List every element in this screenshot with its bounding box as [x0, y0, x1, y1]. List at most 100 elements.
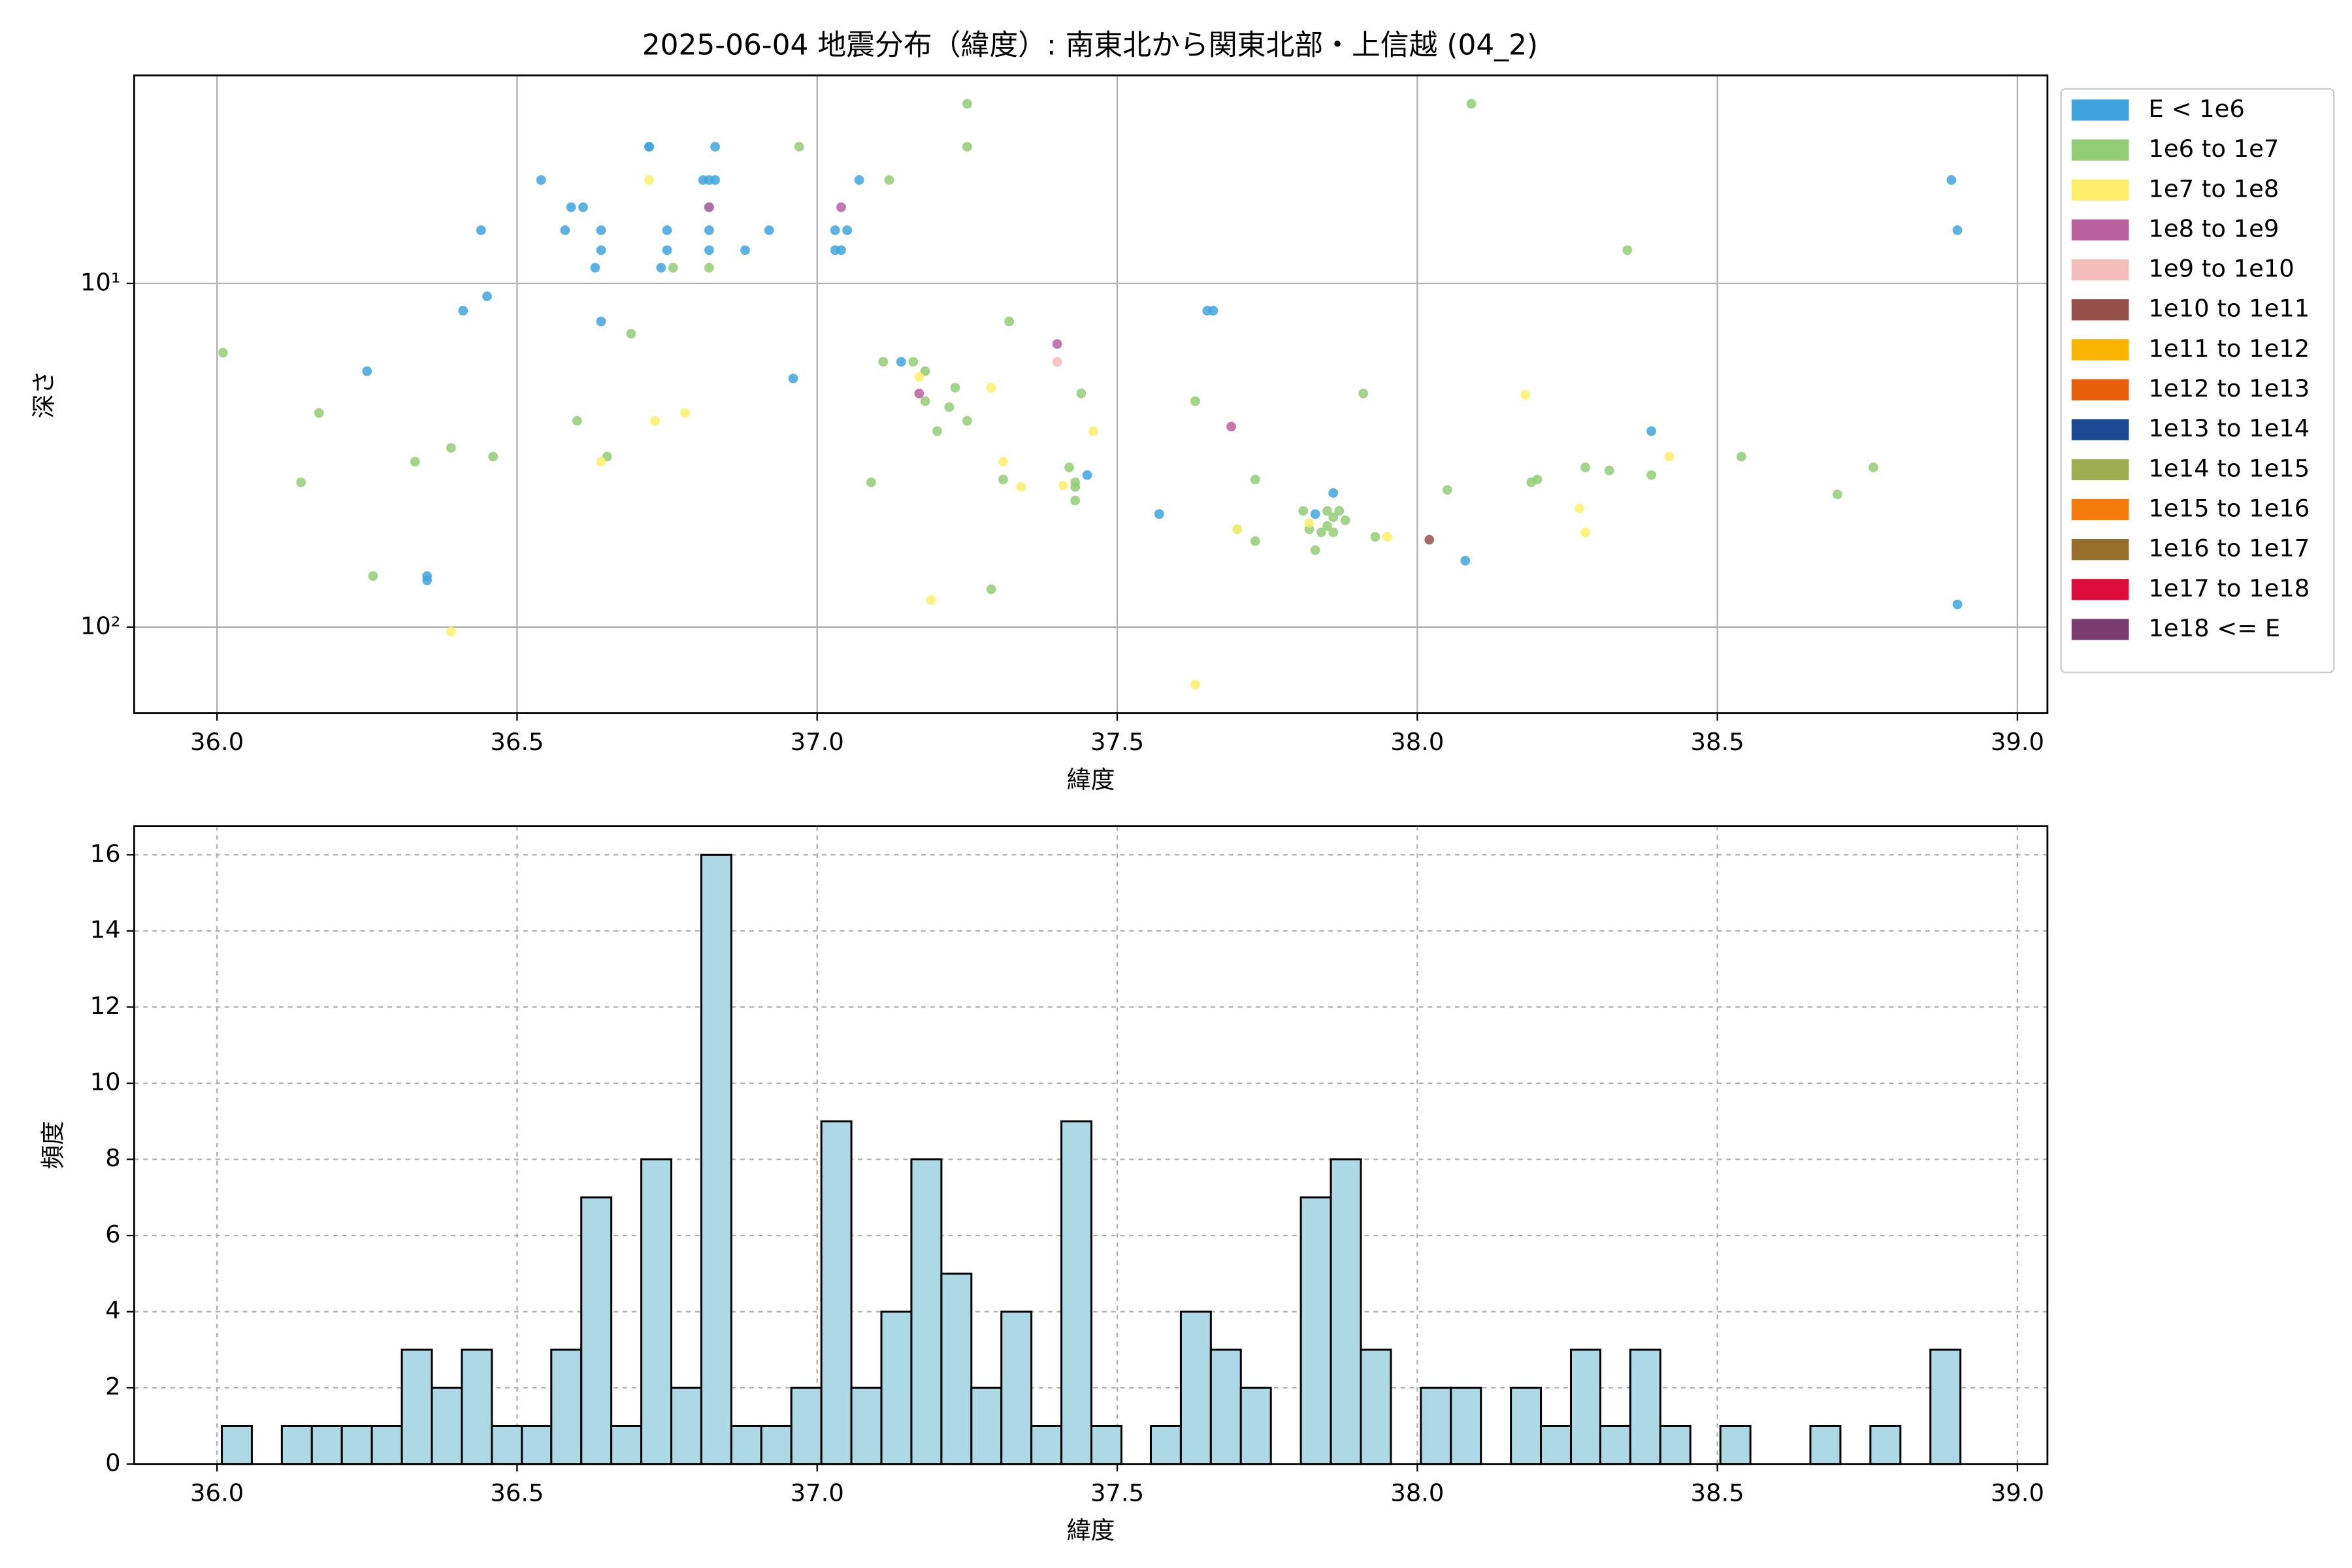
x-tick-label: 38.5	[1691, 1478, 1744, 1507]
data-point	[1622, 245, 1633, 255]
data-point	[998, 457, 1008, 466]
histogram-bar	[910, 1158, 943, 1465]
histogram-bar	[1000, 1311, 1033, 1465]
data-point	[626, 329, 636, 339]
histogram-bar	[1869, 1424, 1902, 1465]
legend-label: 1e6 to 1e7	[2148, 135, 2279, 163]
y-tick-label: 12	[90, 992, 121, 1020]
data-point	[596, 225, 606, 235]
x-tick-label: 36.0	[190, 728, 244, 756]
data-point	[698, 175, 708, 185]
data-point	[896, 357, 906, 367]
legend-label: 1e14 to 1e15	[2148, 454, 2310, 482]
histogram-bar	[431, 1386, 463, 1465]
data-point	[1946, 175, 1957, 185]
data-point	[644, 142, 654, 152]
histogram-bar	[820, 1120, 853, 1465]
data-point	[1322, 521, 1332, 531]
y-axis-label: 深さ	[30, 370, 58, 419]
legend-swatch	[2071, 219, 2129, 241]
histogram-bar	[1060, 1120, 1093, 1465]
data-point	[446, 627, 456, 636]
data-point	[932, 426, 942, 436]
data-point	[1250, 474, 1260, 485]
legend-swatch	[2071, 419, 2129, 440]
histogram-bar	[1179, 1311, 1212, 1465]
data-point	[590, 263, 600, 273]
legend-label: 1e12 to 1e13	[2148, 374, 2310, 402]
data-point	[362, 366, 372, 376]
data-point	[1646, 470, 1656, 480]
histogram-bar	[1090, 1424, 1122, 1465]
legend-swatch	[2071, 459, 2129, 480]
legend-label: E < 1e6	[2148, 95, 2244, 123]
histogram-bar	[1599, 1424, 1631, 1465]
data-point	[1580, 527, 1590, 538]
data-point	[1208, 306, 1218, 316]
data-point	[1004, 316, 1015, 327]
data-point	[560, 225, 570, 235]
legend-label: 1e7 to 1e8	[2148, 174, 2279, 203]
histogram-bar	[1209, 1348, 1242, 1465]
histogram-bar	[310, 1424, 343, 1465]
legend-label: 1e10 to 1e11	[2148, 295, 2310, 323]
y-axis-label: 頻度	[39, 1121, 67, 1169]
data-point	[1334, 506, 1345, 516]
histogram-bar	[940, 1272, 973, 1465]
data-point	[1328, 527, 1339, 538]
data-point	[488, 451, 498, 462]
data-point	[1574, 503, 1584, 514]
data-point	[1052, 357, 1062, 367]
legend-label: 1e13 to 1e14	[2148, 414, 2310, 442]
data-point	[1328, 512, 1339, 523]
histogram-bar	[730, 1424, 762, 1465]
data-point	[986, 584, 996, 595]
data-point	[1190, 396, 1200, 406]
histogram-bar	[1929, 1348, 1962, 1465]
data-point	[1520, 390, 1531, 400]
data-point	[710, 142, 720, 152]
histogram-bar	[880, 1311, 913, 1465]
data-point	[1952, 599, 1963, 610]
data-point	[1304, 518, 1315, 528]
y-tick-label: 0	[105, 1448, 120, 1477]
data-point	[218, 348, 228, 358]
x-tick-label: 36.5	[490, 1478, 544, 1507]
data-point	[920, 366, 930, 376]
x-tick-label: 38.5	[1691, 728, 1744, 756]
data-point	[1952, 225, 1963, 235]
histogram-bar	[340, 1424, 373, 1465]
data-point	[578, 202, 588, 212]
data-point	[1466, 99, 1477, 109]
data-point	[1442, 485, 1452, 495]
histogram-bar	[760, 1424, 792, 1465]
data-point	[842, 225, 853, 235]
data-point	[704, 263, 714, 273]
data-point	[836, 202, 846, 212]
data-point	[1016, 482, 1026, 492]
histogram-bar	[280, 1424, 313, 1465]
x-tick-label: 38.0	[1390, 1478, 1444, 1507]
histogram-bar	[580, 1196, 613, 1465]
y-tick-label: 16	[90, 840, 121, 868]
histogram-bar	[220, 1424, 253, 1465]
data-point	[1250, 536, 1260, 546]
data-point	[596, 457, 606, 466]
legend-swatch	[2071, 339, 2129, 361]
chart-title: 2025-06-04 地震分布（緯度）: 南東北から関東北部・上信越 (04_2…	[642, 29, 1538, 62]
data-point	[1070, 495, 1081, 506]
legend-swatch	[2071, 179, 2129, 201]
histogram-bar	[1659, 1424, 1691, 1465]
legend-swatch	[2071, 299, 2129, 321]
y-tick-label: 8	[105, 1144, 120, 1172]
data-point	[950, 382, 960, 393]
data-point	[788, 373, 798, 384]
data-point	[458, 306, 468, 316]
legend-label: 1e15 to 1e16	[2148, 495, 2310, 523]
histogram-bar	[640, 1158, 673, 1465]
legend-swatch	[2071, 259, 2129, 281]
legend-swatch	[2071, 539, 2129, 561]
data-point	[296, 477, 306, 487]
legend-swatch	[2071, 99, 2129, 121]
data-point	[1310, 509, 1320, 519]
